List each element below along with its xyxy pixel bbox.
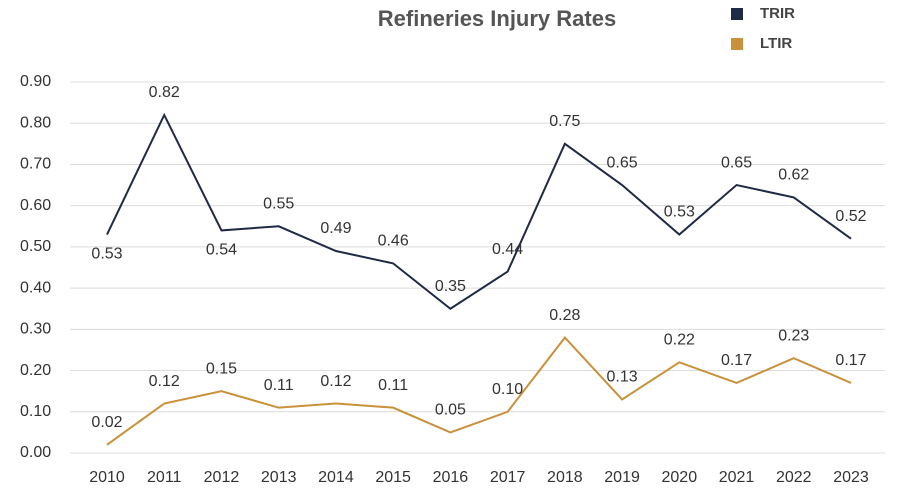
y-tick-label: 0.80	[20, 114, 51, 131]
y-tick-label: 0.50	[20, 238, 51, 255]
x-tick-label: 2010	[89, 469, 125, 486]
data-label: 0.44	[492, 241, 523, 258]
line	[106, 112, 852, 310]
data-label: 0.12	[320, 373, 351, 390]
data-label: 0.15	[206, 360, 237, 377]
data-label: 0.46	[378, 233, 409, 250]
y-tick-label: 0.60	[20, 197, 51, 214]
x-tick-label: 2023	[833, 469, 869, 486]
legend-swatch	[731, 8, 743, 20]
y-tick-label: 0.10	[20, 403, 51, 420]
data-label: 0.13	[607, 369, 638, 386]
x-tick-label: 2019	[604, 469, 640, 486]
data-label: 0.02	[91, 414, 122, 431]
legend-swatch	[731, 38, 743, 50]
data-label: 0.17	[721, 352, 752, 369]
data-label: 0.11	[378, 377, 408, 394]
x-tick-label: 2018	[547, 469, 583, 486]
y-tick-label: 0.00	[20, 444, 51, 461]
data-label: 0.23	[778, 327, 809, 344]
data-label: 0.49	[320, 220, 351, 237]
data-label: 0.82	[149, 84, 180, 101]
data-label: 0.65	[721, 154, 752, 171]
y-tick-label: 0.20	[20, 362, 51, 379]
data-label: 0.62	[778, 167, 809, 184]
line	[106, 336, 852, 446]
y-tick-label: 0.90	[20, 73, 51, 90]
y-tick-label: 0.70	[20, 156, 51, 173]
x-tick-label: 2020	[662, 469, 698, 486]
x-tick-label: 2022	[776, 469, 812, 486]
data-label: 0.52	[835, 208, 866, 225]
data-label: 0.75	[549, 113, 580, 130]
data-label: 0.28	[549, 307, 580, 324]
data-label: 0.55	[263, 195, 294, 212]
data-label: 0.65	[607, 154, 638, 171]
data-label: 0.35	[435, 278, 466, 295]
data-label: 0.05	[435, 402, 466, 419]
data-label: 0.11	[264, 377, 294, 394]
x-tick-label: 2017	[490, 469, 526, 486]
x-tick-label: 2012	[204, 469, 240, 486]
data-label: 0.53	[664, 204, 695, 221]
x-tick-label: 2011	[147, 469, 182, 486]
data-label: 0.12	[149, 373, 180, 390]
chart-title: Refineries Injury Rates	[378, 6, 616, 31]
legend-label: LTIR	[760, 35, 792, 52]
data-label: 0.17	[835, 352, 866, 369]
x-tick-label: 2013	[261, 469, 297, 486]
x-tick-label: 2016	[433, 469, 469, 486]
data-label: 0.53	[91, 246, 122, 263]
x-tick-label: 2014	[318, 469, 354, 486]
data-label: 0.54	[206, 242, 237, 259]
y-tick-label: 0.40	[20, 279, 51, 296]
legend-label: TRIR	[760, 5, 795, 22]
y-tick-label: 0.30	[20, 321, 51, 338]
x-tick-label: 2021	[719, 469, 755, 486]
data-label: 0.10	[492, 381, 523, 398]
data-label: 0.22	[664, 332, 695, 349]
x-tick-label: 2015	[375, 469, 411, 486]
